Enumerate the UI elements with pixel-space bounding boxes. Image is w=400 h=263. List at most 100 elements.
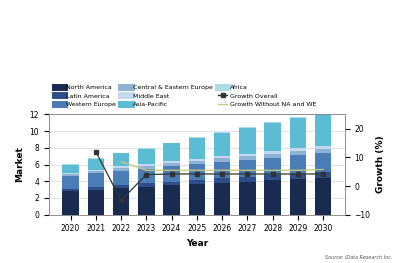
- Bar: [62, 173, 79, 174]
- Bar: [88, 171, 104, 173]
- Bar: [264, 122, 281, 123]
- Bar: [163, 185, 180, 215]
- Growth Without NA and WE: [270, 169, 275, 172]
- Bar: [138, 149, 154, 164]
- Bar: [189, 164, 205, 180]
- Growth Without NA and WE: [321, 168, 326, 171]
- Bar: [239, 154, 256, 156]
- Bar: [163, 163, 180, 166]
- Bar: [239, 160, 256, 177]
- Y-axis label: Growth (%): Growth (%): [376, 136, 385, 193]
- Bar: [163, 166, 180, 181]
- Bar: [88, 159, 104, 170]
- Bar: [264, 158, 281, 175]
- Bar: [113, 153, 129, 154]
- Bar: [113, 168, 129, 170]
- Bar: [189, 138, 205, 159]
- Growth Overall: [119, 199, 124, 202]
- Bar: [239, 128, 256, 154]
- Line: Growth Overall: Growth Overall: [94, 150, 325, 202]
- Bar: [88, 170, 104, 171]
- Growth Overall: [270, 173, 275, 176]
- Growth Overall: [245, 173, 250, 176]
- Bar: [239, 182, 256, 215]
- Bar: [62, 176, 79, 189]
- Growth Without NA and WE: [144, 169, 149, 172]
- Growth Without NA and WE: [194, 169, 199, 172]
- Y-axis label: Market: Market: [15, 146, 24, 183]
- Bar: [163, 143, 180, 161]
- Bar: [62, 165, 79, 173]
- Bar: [113, 170, 129, 185]
- Bar: [62, 164, 79, 165]
- Bar: [290, 155, 306, 174]
- Bar: [163, 181, 180, 185]
- Bar: [113, 188, 129, 215]
- Bar: [290, 148, 306, 151]
- Bar: [88, 187, 104, 190]
- Bar: [315, 149, 331, 153]
- Growth Overall: [220, 173, 224, 176]
- Growth Overall: [321, 173, 326, 176]
- Growth Overall: [296, 173, 300, 176]
- Bar: [264, 151, 281, 154]
- Bar: [138, 164, 154, 166]
- Bar: [113, 154, 129, 166]
- Bar: [138, 169, 154, 183]
- Growth Overall: [144, 173, 149, 176]
- Bar: [315, 112, 331, 113]
- Growth Overall: [169, 173, 174, 176]
- Growth Overall: [194, 173, 199, 176]
- Bar: [214, 162, 230, 178]
- Bar: [138, 183, 154, 187]
- Growth Without NA and WE: [169, 169, 174, 172]
- Text: Source: iData Research Inc.: Source: iData Research Inc.: [325, 255, 392, 260]
- Bar: [290, 174, 306, 179]
- Bar: [138, 166, 154, 169]
- Bar: [264, 180, 281, 215]
- Bar: [315, 178, 331, 215]
- Growth Without NA and WE: [245, 169, 250, 172]
- Bar: [88, 173, 104, 187]
- Growth Without NA and WE: [119, 160, 124, 163]
- Bar: [214, 133, 230, 156]
- Bar: [189, 184, 205, 215]
- Bar: [163, 161, 180, 163]
- Bar: [62, 189, 79, 191]
- Bar: [264, 175, 281, 180]
- Bar: [264, 123, 281, 151]
- Bar: [62, 174, 79, 176]
- X-axis label: Year: Year: [186, 239, 208, 248]
- Bar: [239, 156, 256, 160]
- Growth Without NA and WE: [296, 169, 300, 172]
- Bar: [88, 190, 104, 215]
- Bar: [239, 177, 256, 182]
- Bar: [290, 151, 306, 155]
- Bar: [315, 153, 331, 172]
- Bar: [214, 132, 230, 133]
- Bar: [138, 148, 154, 149]
- Bar: [189, 161, 205, 164]
- Bar: [62, 191, 79, 215]
- Legend: North America, Latin America, Western Europe, Central & Eastern Europe, Middle E: North America, Latin America, Western Eu…: [52, 82, 319, 110]
- Bar: [189, 180, 205, 184]
- Bar: [214, 178, 230, 183]
- Growth Overall: [94, 150, 98, 153]
- Bar: [315, 113, 331, 146]
- Bar: [138, 187, 154, 215]
- Line: Growth Without NA and WE: Growth Without NA and WE: [121, 162, 323, 170]
- Bar: [239, 127, 256, 128]
- Bar: [113, 166, 129, 168]
- Bar: [264, 154, 281, 158]
- Bar: [290, 179, 306, 215]
- Bar: [290, 118, 306, 148]
- Bar: [88, 158, 104, 159]
- Bar: [113, 185, 129, 188]
- Bar: [214, 159, 230, 162]
- Bar: [189, 159, 205, 161]
- Bar: [315, 172, 331, 178]
- Bar: [214, 156, 230, 159]
- Bar: [290, 117, 306, 118]
- Bar: [214, 183, 230, 215]
- Bar: [315, 146, 331, 149]
